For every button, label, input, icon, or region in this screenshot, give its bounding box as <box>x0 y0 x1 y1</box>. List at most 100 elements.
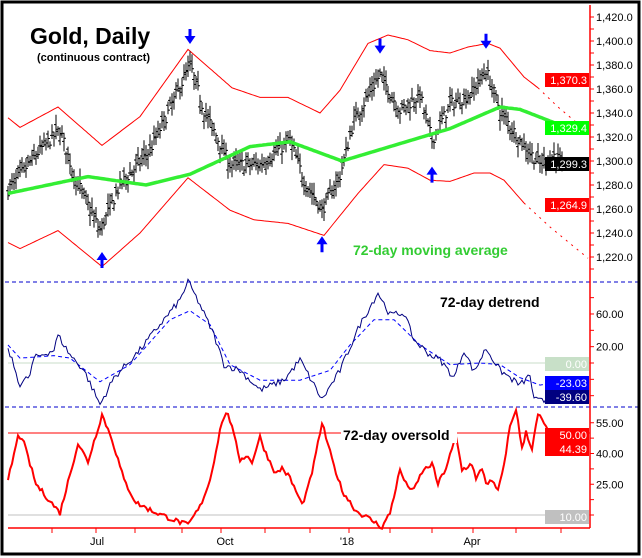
y-tick-label: 1,320.0 <box>596 132 633 144</box>
price-bar <box>398 107 402 124</box>
y-tick-label: 1,220.0 <box>596 252 633 264</box>
y-tick-label: 40.00 <box>596 449 624 461</box>
price-bar <box>46 130 50 148</box>
value-tag-label: 1,370.3 <box>550 75 587 87</box>
value-tag-label: 1,299.3 <box>550 159 587 171</box>
price-bar <box>36 146 40 160</box>
price-bar <box>338 171 342 188</box>
price-bar <box>512 120 516 143</box>
x-tick-label: Jul <box>90 536 104 548</box>
value-tag-label: 1,329.4 <box>550 123 587 135</box>
detrend-annotation: 72-day detrend <box>440 294 540 310</box>
value-tag <box>545 198 589 212</box>
y-tick-label: 55.00 <box>596 418 624 430</box>
y-tick-label: 1,380.0 <box>596 60 633 72</box>
price-bar <box>86 193 90 211</box>
value-tag <box>545 390 589 404</box>
price-bar <box>180 77 184 97</box>
price-bar <box>468 92 472 105</box>
value-tag-label: 44.39 <box>559 444 587 456</box>
price-bar <box>240 151 244 171</box>
price-bar <box>386 85 390 103</box>
detrend-line <box>7 278 563 406</box>
x-tick-label: Oct <box>216 536 233 548</box>
value-tag-label: 10.00 <box>559 512 587 524</box>
price-bar <box>214 132 218 144</box>
value-tag <box>545 428 589 442</box>
price-panel <box>6 29 589 269</box>
price-bar <box>158 123 162 139</box>
y-tick-label: 1,280.0 <box>596 180 633 192</box>
price-bar <box>350 125 354 137</box>
chart-title: Gold, Daily <box>30 23 150 49</box>
value-tag <box>545 510 589 524</box>
price-bar <box>162 111 166 132</box>
y-tick-label: 1,420.0 <box>596 12 633 24</box>
value-tag-label: -39.60 <box>556 392 587 404</box>
chart-subtitle: (continuous contract) <box>37 52 150 64</box>
price-bar <box>444 114 448 130</box>
down-arrow-icon <box>480 33 492 49</box>
price-bar <box>150 140 154 156</box>
y-tick-label: 1,260.0 <box>596 204 633 216</box>
oversold-panel <box>7 406 590 530</box>
x-tick-label: Apr <box>463 536 480 548</box>
price-bar <box>212 122 216 137</box>
value-tag <box>545 157 589 171</box>
value-tag <box>545 442 589 456</box>
y-tick-label: 1,400.0 <box>596 36 633 48</box>
value-tag <box>545 121 589 135</box>
value-tag <box>545 357 589 371</box>
price-bar <box>346 141 350 152</box>
y-tick-label: 60.00 <box>596 309 624 321</box>
price-bar <box>292 138 296 153</box>
oversold-annotation: 72-day oversold <box>343 427 450 443</box>
oversold-line <box>7 406 563 530</box>
axes: 1,220.0 1,240.0 1,260.0 1,280.0 1,300.0 1,320… <box>51 5 633 548</box>
x-tick-label: '18 <box>340 536 354 548</box>
price-bar <box>280 142 284 165</box>
y-tick-label: 1,340.0 <box>596 108 633 120</box>
price-bar <box>376 69 380 88</box>
y-tick-label: 1,240.0 <box>596 228 633 240</box>
price-bar <box>48 141 52 150</box>
price-bar <box>440 106 444 125</box>
price-bar <box>102 217 106 230</box>
value-tag <box>545 376 589 390</box>
price-bar <box>200 101 204 115</box>
price-bar <box>196 70 200 91</box>
ma-annotation: 72-day moving average <box>353 242 508 258</box>
value-tag-label: -23.03 <box>556 378 587 390</box>
up-arrow-icon <box>426 166 438 183</box>
detrend-panel <box>5 278 640 408</box>
price-bar <box>192 71 196 90</box>
price-bar <box>94 207 98 223</box>
value-tag-label: 50.00 <box>559 430 587 442</box>
y-tick-label: 20.00 <box>596 342 624 354</box>
price-bar <box>420 91 424 103</box>
price-bar <box>298 153 302 174</box>
price-bar <box>552 142 556 159</box>
oversold-annotation-bg <box>341 426 457 443</box>
price-bar <box>392 91 396 112</box>
value-tag <box>545 73 589 87</box>
down-arrow-icon <box>184 29 196 44</box>
y-tick-label: 1,300.0 <box>596 156 633 168</box>
price-bar <box>530 143 534 164</box>
price-bar <box>408 99 412 121</box>
price-bar <box>24 158 28 178</box>
up-arrow-icon <box>96 252 108 269</box>
price-bar <box>442 106 446 116</box>
lower-band-line <box>7 164 525 268</box>
price-bar <box>486 59 490 81</box>
price-bar <box>362 97 366 118</box>
value-tag-label: 1,264.9 <box>550 200 587 212</box>
price-bar <box>62 132 66 152</box>
price-bar <box>112 200 116 211</box>
moving-average-line <box>7 105 563 196</box>
price-bar <box>164 116 168 130</box>
y-tick-label: 25.00 <box>596 479 624 491</box>
